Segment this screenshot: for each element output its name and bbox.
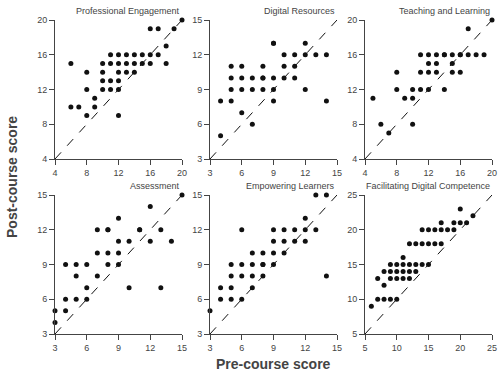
svg-text:9: 9	[197, 85, 202, 95]
svg-text:12: 12	[192, 225, 202, 235]
svg-text:15: 15	[192, 190, 202, 200]
svg-text:12: 12	[37, 225, 47, 235]
svg-text:9: 9	[116, 343, 121, 353]
svg-text:16: 16	[347, 50, 357, 60]
svg-text:4: 4	[42, 154, 47, 164]
svg-text:15: 15	[37, 190, 47, 200]
svg-text:8: 8	[394, 168, 399, 178]
svg-text:Post-course score: Post-course score	[4, 116, 20, 238]
svg-text:Assessment: Assessment	[130, 181, 180, 191]
svg-text:12: 12	[192, 50, 202, 60]
svg-text:Empowering Learners: Empowering Learners	[246, 181, 335, 191]
svg-text:16: 16	[37, 50, 47, 60]
svg-text:12: 12	[37, 85, 47, 95]
svg-text:20: 20	[177, 168, 187, 178]
svg-text:15: 15	[192, 15, 202, 25]
svg-text:Teaching and Learning: Teaching and Learning	[399, 6, 490, 16]
svg-text:6: 6	[42, 294, 47, 304]
svg-text:12: 12	[347, 85, 357, 95]
svg-text:8: 8	[84, 168, 89, 178]
svg-text:16: 16	[145, 168, 155, 178]
svg-text:9: 9	[271, 168, 276, 178]
svg-text:Digital Resources: Digital Resources	[264, 6, 335, 16]
svg-text:9: 9	[42, 260, 47, 270]
svg-text:20: 20	[37, 15, 47, 25]
svg-text:6: 6	[197, 294, 202, 304]
svg-text:25: 25	[487, 343, 497, 353]
svg-text:5: 5	[352, 329, 357, 339]
svg-text:20: 20	[487, 168, 497, 178]
svg-text:15: 15	[177, 343, 187, 353]
svg-text:3: 3	[197, 154, 202, 164]
svg-text:12: 12	[113, 168, 123, 178]
svg-text:4: 4	[352, 154, 357, 164]
svg-text:15: 15	[332, 168, 342, 178]
svg-text:Pre-course score: Pre-course score	[216, 356, 331, 372]
svg-text:20: 20	[347, 225, 357, 235]
svg-text:10: 10	[347, 294, 357, 304]
svg-text:25: 25	[347, 190, 357, 200]
svg-text:5: 5	[362, 343, 367, 353]
svg-text:Facilitating Digital Competenc: Facilitating Digital Competence	[366, 181, 490, 191]
svg-text:8: 8	[42, 119, 47, 129]
svg-text:9: 9	[271, 343, 276, 353]
svg-text:3: 3	[207, 168, 212, 178]
svg-text:6: 6	[197, 119, 202, 129]
svg-text:12: 12	[300, 343, 310, 353]
svg-text:6: 6	[239, 168, 244, 178]
svg-text:3: 3	[52, 343, 57, 353]
svg-text:20: 20	[455, 343, 465, 353]
svg-text:16: 16	[455, 168, 465, 178]
svg-text:15: 15	[423, 343, 433, 353]
svg-text:20: 20	[347, 15, 357, 25]
svg-text:3: 3	[42, 329, 47, 339]
svg-text:6: 6	[84, 343, 89, 353]
svg-text:9: 9	[197, 260, 202, 270]
svg-text:4: 4	[52, 168, 57, 178]
svg-text:12: 12	[300, 168, 310, 178]
svg-text:3: 3	[207, 343, 212, 353]
svg-text:15: 15	[332, 343, 342, 353]
svg-text:4: 4	[362, 168, 367, 178]
svg-text:6: 6	[239, 343, 244, 353]
svg-text:10: 10	[392, 343, 402, 353]
svg-text:8: 8	[352, 119, 357, 129]
svg-text:12: 12	[423, 168, 433, 178]
svg-text:15: 15	[347, 260, 357, 270]
svg-text:12: 12	[145, 343, 155, 353]
svg-text:3: 3	[197, 329, 202, 339]
svg-text:Professional Engagement: Professional Engagement	[76, 6, 180, 16]
